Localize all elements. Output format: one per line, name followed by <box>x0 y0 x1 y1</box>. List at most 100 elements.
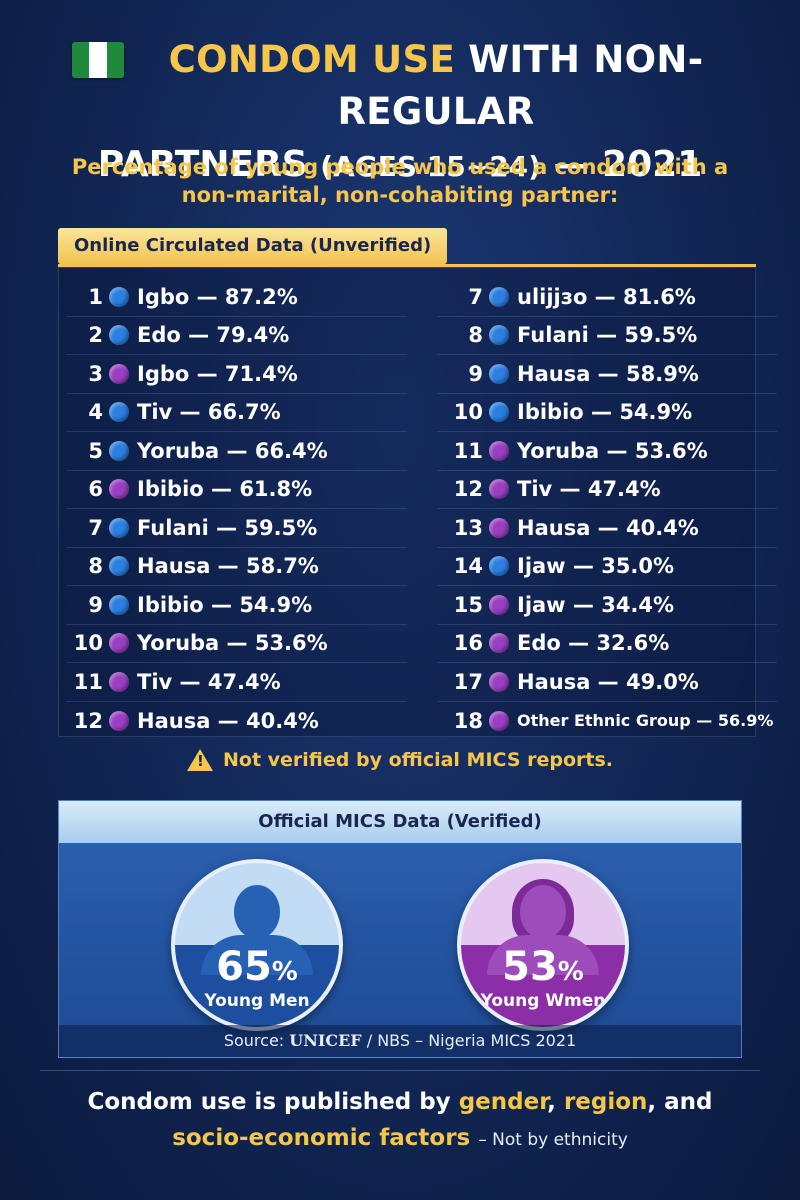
rank-number: 12 <box>453 477 483 502</box>
nigeria-flag-icon <box>72 42 124 78</box>
rank-number: 1 <box>88 284 103 309</box>
ethnic-group-value: Yoruba — 66.4% <box>137 438 328 463</box>
ranking-row: 14 Ijaw — 35.0% <box>437 548 777 586</box>
subtitle-line-2: non-marital, non-cohabiting partner: <box>181 183 619 207</box>
ethnic-group-value: Ibibio — 54.9% <box>517 400 693 425</box>
rank-number: 7 <box>88 515 103 540</box>
ranking-row: 6 Ibibio — 61.8% <box>67 471 407 509</box>
ranking-row: 18 Other Ethnic Group — 56.9% <box>437 702 777 741</box>
ethnic-group-value: Ibibio — 61.8% <box>137 477 313 502</box>
blue-dot-icon <box>109 286 129 307</box>
rank-number: 8 <box>88 554 103 579</box>
footer-line-1: Condom use is published by gender, regio… <box>30 1084 770 1120</box>
ethnic-group-value: Other Ethnic Group — 56.9% <box>517 711 774 731</box>
ranking-row: 12 Hausa — 40.4% <box>67 702 407 741</box>
ranking-list: 1 Igbo — 87.2% 2 Edo — 79.4% 3 Igbo — 71.4% 4 T… <box>58 267 777 737</box>
ethnic-group-value: Yoruba — 53.6% <box>137 631 328 656</box>
ethnic-group-value: Ijaw — 35.0% <box>517 554 675 579</box>
women-value: 53 <box>502 944 558 990</box>
purple-dot-icon <box>489 479 509 500</box>
rank-number: 9 <box>88 592 103 617</box>
online-data-panel: Online Circulated Data (Unverified) 1 Igb… <box>44 228 777 796</box>
ethnic-group-value: Hausa — 58.7% <box>137 554 319 579</box>
flag-stripe-right <box>106 42 124 78</box>
ethnic-group-value: Hausa — 40.4% <box>517 515 699 540</box>
ranking-row: 1 Igbo — 87.2% <box>67 278 407 317</box>
blue-dot-icon <box>109 402 129 423</box>
women-stat-circle: 53% Young Wmen <box>457 859 629 1031</box>
men-percentage: 65% <box>175 945 339 994</box>
title-year: — 2021 <box>553 144 703 185</box>
rank-number: 13 <box>453 515 483 540</box>
footer-gender: gender <box>458 1089 548 1115</box>
purple-dot-icon <box>109 671 129 692</box>
rank-number: 16 <box>453 631 483 656</box>
purple-dot-icon <box>109 633 129 654</box>
rank-number: 5 <box>88 438 103 463</box>
ranking-row: 5 Yoruba — 66.4% <box>67 432 407 471</box>
title-ages: (AGES 15~24) <box>320 150 541 183</box>
ranking-row: 11 Tiv — 47.4% <box>67 663 407 702</box>
ethnic-group-value: Fulani — 59.5% <box>517 323 698 348</box>
rank-number: 17 <box>453 669 483 694</box>
ethnic-group-value: Ijaw — 34.4% <box>517 592 675 617</box>
ranking-row: 3 Igbo — 71.4% <box>67 355 407 394</box>
tag-underline <box>58 264 756 267</box>
purple-dot-icon <box>109 710 129 731</box>
footer-statement: Condom use is published by gender, regio… <box>30 1084 770 1158</box>
blue-dot-icon <box>489 402 509 423</box>
title-rest: WITH NON-REGULAR <box>337 38 704 133</box>
purple-dot-icon <box>489 594 509 615</box>
rank-number: 7 <box>468 284 483 309</box>
ranking-row: 11 Yoruba — 53.6% <box>437 432 777 471</box>
purple-dot-icon <box>489 440 509 461</box>
ethnic-group-value: Ibibio — 54.9% <box>137 592 313 617</box>
ethnic-group-value: Edo — 32.6% <box>517 631 670 656</box>
source-line: Source: UNICEF / NBS – Nigeria MICS 2021 <box>59 1025 741 1057</box>
woman-silhouette-body <box>487 935 599 975</box>
women-sign: % <box>557 957 584 987</box>
rank-number: 10 <box>73 631 103 656</box>
ranking-row: 17 Hausa — 49.0% <box>437 663 777 702</box>
rank-number: 10 <box>453 400 483 425</box>
blue-dot-icon <box>489 363 509 384</box>
warning-triangle-icon <box>186 749 213 771</box>
rank-number: 3 <box>88 361 103 386</box>
ethnic-group-value: Hausa — 58.9% <box>517 361 699 386</box>
footer-line-2: socio-economic factors – Not by ethnicit… <box>30 1120 770 1158</box>
flag-stripe-left <box>72 42 90 78</box>
title-line-1: CONDOM USE WITH NON-REGULAR <box>0 34 800 138</box>
ranking-row: 13 Hausa — 40.4% <box>437 509 777 548</box>
rank-number: 9 <box>468 361 483 386</box>
purple-dot-icon <box>489 710 509 731</box>
footer-divider <box>40 1070 760 1071</box>
ranking-row: 16 Edo — 32.6% <box>437 625 777 663</box>
blue-dot-icon <box>109 594 129 615</box>
warning-note: Not verified by official MICS reports. <box>44 749 756 771</box>
ranking-row: 8 Hausa — 58.7% <box>67 548 407 586</box>
ranking-row: 15 Ijaw — 34.4% <box>437 586 777 625</box>
footer-text-a: Condom use is published by <box>87 1089 451 1115</box>
ethnic-group-value: ulijjзo — 81.6% <box>517 284 696 309</box>
blue-dot-icon <box>109 440 129 461</box>
title-line-2: PARTNERS (AGES 15~24) — 2021 <box>0 138 800 194</box>
ranking-row: 9 Hausa — 58.9% <box>437 355 777 394</box>
ethnic-group-value: Hausa — 40.4% <box>137 708 319 733</box>
footer-note: – Not by ethnicity <box>478 1130 628 1150</box>
rank-number: 2 <box>88 323 103 348</box>
man-silhouette-body <box>201 935 313 975</box>
ranking-row: 4 Tiv — 66.7% <box>67 394 407 432</box>
blue-dot-icon <box>489 556 509 577</box>
footer-and: , and <box>647 1089 713 1115</box>
men-sign: % <box>271 957 298 987</box>
ethnic-group-value: Tiv — 66.7% <box>137 400 281 425</box>
rank-number: 14 <box>453 554 483 579</box>
ethnic-group-value: Igbo — 71.4% <box>137 361 298 386</box>
footer-comma: , <box>547 1089 556 1115</box>
blue-dot-icon <box>109 517 129 538</box>
purple-dot-icon <box>109 479 129 500</box>
warning-text: Not verified by official MICS reports. <box>222 749 614 771</box>
source-rest: / NBS – Nigeria MICS 2021 <box>366 1031 577 1050</box>
ranking-row: 10 Yoruba — 53.6% <box>67 625 407 663</box>
men-label: Young Men <box>204 991 310 1011</box>
